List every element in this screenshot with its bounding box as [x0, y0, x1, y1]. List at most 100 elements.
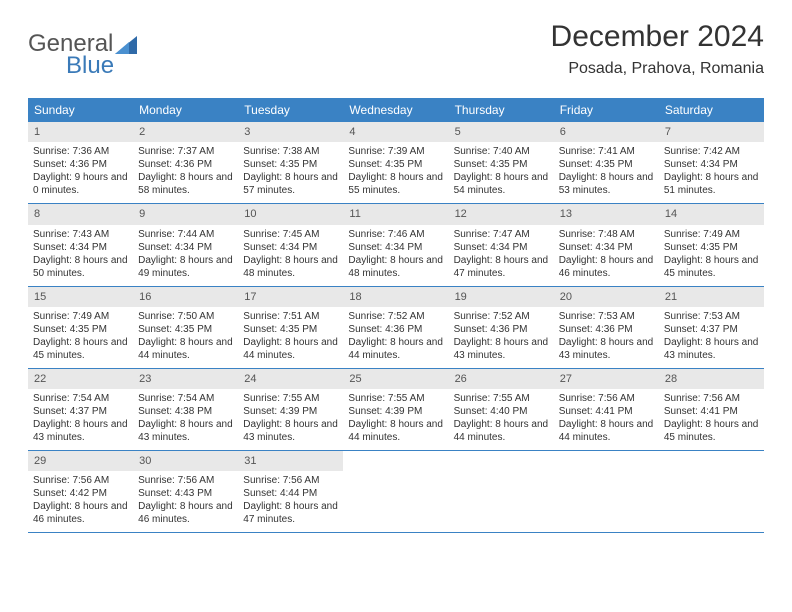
day-number: 28: [659, 369, 764, 389]
sunset-text: Sunset: 4:34 PM: [138, 241, 233, 254]
weekday-header-cell: Tuesday: [238, 98, 343, 122]
day-cell: 11Sunrise: 7:46 AMSunset: 4:34 PMDayligh…: [343, 204, 448, 285]
day-cell: 3Sunrise: 7:38 AMSunset: 4:35 PMDaylight…: [238, 122, 343, 203]
day-cell: 19Sunrise: 7:52 AMSunset: 4:36 PMDayligh…: [449, 287, 554, 368]
daylight-text: Daylight: 8 hours and 46 minutes.: [33, 500, 128, 526]
day-body: Sunrise: 7:56 AMSunset: 4:41 PMDaylight:…: [659, 389, 764, 450]
day-number: 12: [449, 204, 554, 224]
sunset-text: Sunset: 4:39 PM: [243, 405, 338, 418]
sunset-text: Sunset: 4:34 PM: [33, 241, 128, 254]
sunset-text: Sunset: 4:35 PM: [454, 158, 549, 171]
sunset-text: Sunset: 4:35 PM: [243, 158, 338, 171]
sunset-text: Sunset: 4:35 PM: [348, 158, 443, 171]
daylight-text: Daylight: 8 hours and 44 minutes.: [138, 336, 233, 362]
day-body: Sunrise: 7:53 AMSunset: 4:36 PMDaylight:…: [554, 307, 659, 368]
day-body: Sunrise: 7:55 AMSunset: 4:39 PMDaylight:…: [343, 389, 448, 450]
sunset-text: Sunset: 4:34 PM: [348, 241, 443, 254]
sunset-text: Sunset: 4:34 PM: [664, 158, 759, 171]
daylight-text: Daylight: 8 hours and 49 minutes.: [138, 254, 233, 280]
sunrise-text: Sunrise: 7:41 AM: [559, 145, 654, 158]
sunset-text: Sunset: 4:36 PM: [454, 323, 549, 336]
day-number: 3: [238, 122, 343, 142]
day-number: 1: [28, 122, 133, 142]
empty-day-cell: [554, 451, 659, 532]
day-body: Sunrise: 7:48 AMSunset: 4:34 PMDaylight:…: [554, 225, 659, 286]
sunrise-text: Sunrise: 7:56 AM: [243, 474, 338, 487]
sunrise-text: Sunrise: 7:45 AM: [243, 228, 338, 241]
daylight-text: Daylight: 8 hours and 43 minutes.: [559, 336, 654, 362]
day-body: Sunrise: 7:49 AMSunset: 4:35 PMDaylight:…: [28, 307, 133, 368]
day-cell: 24Sunrise: 7:55 AMSunset: 4:39 PMDayligh…: [238, 369, 343, 450]
daylight-text: Daylight: 8 hours and 45 minutes.: [664, 254, 759, 280]
weekday-header-cell: Thursday: [449, 98, 554, 122]
sunset-text: Sunset: 4:41 PM: [664, 405, 759, 418]
sunrise-text: Sunrise: 7:38 AM: [243, 145, 338, 158]
day-body: Sunrise: 7:50 AMSunset: 4:35 PMDaylight:…: [133, 307, 238, 368]
day-body: Sunrise: 7:51 AMSunset: 4:35 PMDaylight:…: [238, 307, 343, 368]
month-title: December 2024: [551, 20, 764, 54]
daylight-text: Daylight: 8 hours and 46 minutes.: [559, 254, 654, 280]
sunrise-text: Sunrise: 7:52 AM: [348, 310, 443, 323]
week-row: 1Sunrise: 7:36 AMSunset: 4:36 PMDaylight…: [28, 122, 764, 204]
sunset-text: Sunset: 4:35 PM: [664, 241, 759, 254]
sunset-text: Sunset: 4:36 PM: [559, 323, 654, 336]
week-row: 8Sunrise: 7:43 AMSunset: 4:34 PMDaylight…: [28, 204, 764, 286]
empty-day-cell: [659, 451, 764, 532]
daylight-text: Daylight: 8 hours and 58 minutes.: [138, 171, 233, 197]
daylight-text: Daylight: 8 hours and 45 minutes.: [33, 336, 128, 362]
sunset-text: Sunset: 4:37 PM: [664, 323, 759, 336]
day-body: Sunrise: 7:49 AMSunset: 4:35 PMDaylight:…: [659, 225, 764, 286]
day-number: 13: [554, 204, 659, 224]
sunset-text: Sunset: 4:41 PM: [559, 405, 654, 418]
day-cell: 12Sunrise: 7:47 AMSunset: 4:34 PMDayligh…: [449, 204, 554, 285]
sunset-text: Sunset: 4:38 PM: [138, 405, 233, 418]
daylight-text: Daylight: 9 hours and 0 minutes.: [33, 171, 128, 197]
sunrise-text: Sunrise: 7:50 AM: [138, 310, 233, 323]
day-body: Sunrise: 7:40 AMSunset: 4:35 PMDaylight:…: [449, 142, 554, 203]
calendar: SundayMondayTuesdayWednesdayThursdayFrid…: [28, 98, 764, 533]
sunrise-text: Sunrise: 7:49 AM: [664, 228, 759, 241]
day-cell: 14Sunrise: 7:49 AMSunset: 4:35 PMDayligh…: [659, 204, 764, 285]
empty-day-cell: [449, 451, 554, 532]
sunset-text: Sunset: 4:34 PM: [243, 241, 338, 254]
day-cell: 6Sunrise: 7:41 AMSunset: 4:35 PMDaylight…: [554, 122, 659, 203]
sunrise-text: Sunrise: 7:46 AM: [348, 228, 443, 241]
sunrise-text: Sunrise: 7:55 AM: [348, 392, 443, 405]
weekday-header-cell: Saturday: [659, 98, 764, 122]
sunset-text: Sunset: 4:36 PM: [348, 323, 443, 336]
day-number: 14: [659, 204, 764, 224]
weekday-header-cell: Wednesday: [343, 98, 448, 122]
sunrise-text: Sunrise: 7:49 AM: [33, 310, 128, 323]
calendar-weeks: 1Sunrise: 7:36 AMSunset: 4:36 PMDaylight…: [28, 122, 764, 533]
day-cell: 8Sunrise: 7:43 AMSunset: 4:34 PMDaylight…: [28, 204, 133, 285]
day-number: 5: [449, 122, 554, 142]
day-body: Sunrise: 7:52 AMSunset: 4:36 PMDaylight:…: [343, 307, 448, 368]
day-number: 25: [343, 369, 448, 389]
daylight-text: Daylight: 8 hours and 43 minutes.: [138, 418, 233, 444]
day-body: Sunrise: 7:36 AMSunset: 4:36 PMDaylight:…: [28, 142, 133, 203]
daylight-text: Daylight: 8 hours and 43 minutes.: [664, 336, 759, 362]
daylight-text: Daylight: 8 hours and 44 minutes.: [559, 418, 654, 444]
sunset-text: Sunset: 4:39 PM: [348, 405, 443, 418]
logo-text-blue: Blue: [66, 52, 114, 80]
day-cell: 26Sunrise: 7:55 AMSunset: 4:40 PMDayligh…: [449, 369, 554, 450]
day-body: Sunrise: 7:56 AMSunset: 4:42 PMDaylight:…: [28, 471, 133, 532]
daylight-text: Daylight: 8 hours and 46 minutes.: [138, 500, 233, 526]
day-cell: 1Sunrise: 7:36 AMSunset: 4:36 PMDaylight…: [28, 122, 133, 203]
logo: GeneralBlue: [28, 30, 137, 80]
daylight-text: Daylight: 8 hours and 43 minutes.: [33, 418, 128, 444]
day-body: Sunrise: 7:44 AMSunset: 4:34 PMDaylight:…: [133, 225, 238, 286]
day-number: 8: [28, 204, 133, 224]
day-cell: 21Sunrise: 7:53 AMSunset: 4:37 PMDayligh…: [659, 287, 764, 368]
sunset-text: Sunset: 4:37 PM: [33, 405, 128, 418]
day-body: Sunrise: 7:39 AMSunset: 4:35 PMDaylight:…: [343, 142, 448, 203]
sunrise-text: Sunrise: 7:48 AM: [559, 228, 654, 241]
daylight-text: Daylight: 8 hours and 44 minutes.: [243, 336, 338, 362]
day-number: 10: [238, 204, 343, 224]
day-number: 18: [343, 287, 448, 307]
day-number: 15: [28, 287, 133, 307]
day-number: 22: [28, 369, 133, 389]
day-number: 7: [659, 122, 764, 142]
day-number: 26: [449, 369, 554, 389]
day-cell: 4Sunrise: 7:39 AMSunset: 4:35 PMDaylight…: [343, 122, 448, 203]
